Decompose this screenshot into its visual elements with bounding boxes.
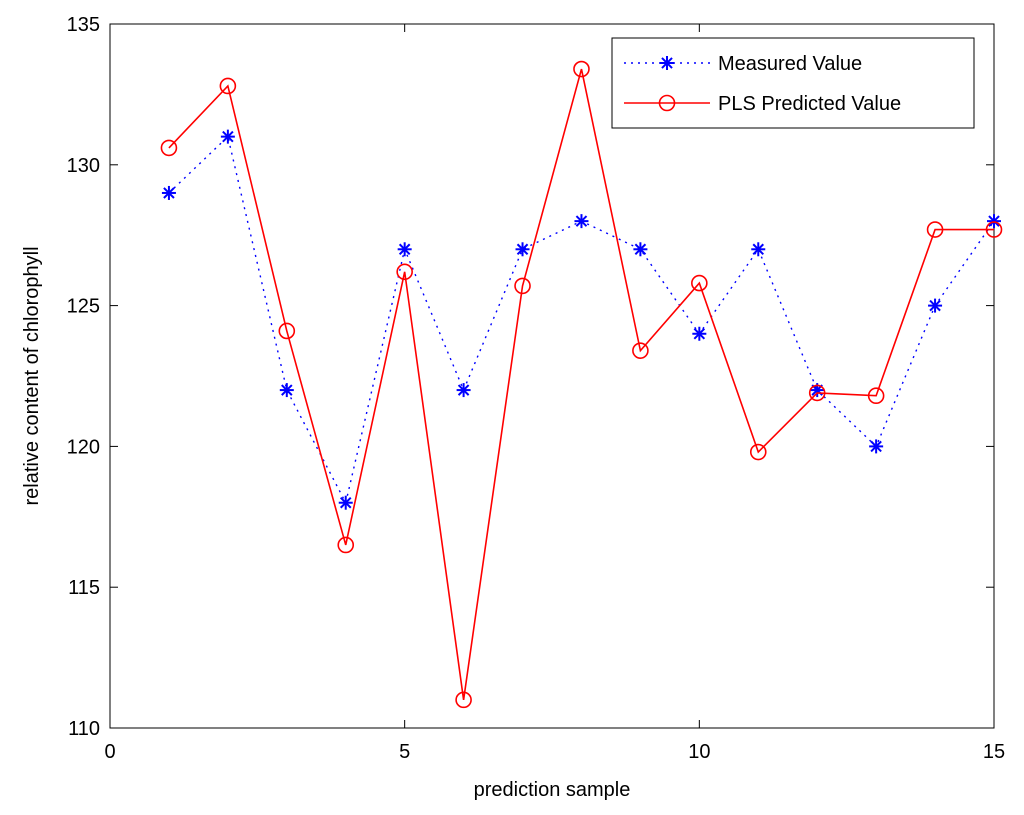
legend-label: PLS Predicted Value xyxy=(718,93,901,115)
x-tick-label: 10 xyxy=(688,741,710,763)
plot-area xyxy=(109,23,995,729)
predicted-point xyxy=(749,443,767,461)
predicted-point xyxy=(396,263,413,281)
measured-point xyxy=(456,383,471,398)
predicted-line xyxy=(168,68,994,700)
x-tick-label: 15 xyxy=(983,741,1005,763)
measured-point xyxy=(869,439,884,454)
predicted-point xyxy=(514,277,531,295)
measured-point xyxy=(692,326,707,341)
legend-label: Measured Value xyxy=(718,53,862,75)
measured-point xyxy=(928,298,943,313)
legend: Measured Value PLS Predicted Value xyxy=(611,37,975,129)
predicted-point xyxy=(219,77,237,95)
measured-point xyxy=(397,242,412,257)
predicted-point xyxy=(808,384,826,402)
series-measured xyxy=(161,129,1001,510)
measured-point xyxy=(574,214,589,229)
measured-point xyxy=(633,242,648,257)
predicted-point xyxy=(985,221,1003,238)
y-tick-label: 110 xyxy=(68,718,100,740)
series-layer xyxy=(160,60,1003,709)
y-tick-label: 135 xyxy=(67,14,100,36)
legend-box xyxy=(611,37,975,129)
predicted-point xyxy=(691,274,708,292)
measured-point xyxy=(161,185,176,200)
measured-point xyxy=(279,383,294,398)
measured-point xyxy=(515,242,530,257)
predicted-point xyxy=(160,139,178,157)
predicted-point xyxy=(867,387,885,405)
predicted-point xyxy=(455,691,472,709)
predicted-point xyxy=(278,322,296,340)
x-tick-label: 0 xyxy=(104,741,115,763)
measured-point xyxy=(751,242,766,257)
predicted-point xyxy=(337,536,355,554)
axis-ticks: 0 5 10 15 110 115 120 125 130 135 xyxy=(67,14,1006,763)
series-predicted xyxy=(160,60,1003,709)
predicted-point xyxy=(632,342,649,359)
x-tick-label: 5 xyxy=(399,741,410,763)
y-axis-label: relative content of chlorophyll xyxy=(21,246,43,505)
y-tick-label: 120 xyxy=(67,436,100,458)
predicted-point xyxy=(573,60,590,78)
x-axis-label: prediction sample xyxy=(474,779,631,801)
legend-marker-asterisk xyxy=(660,56,674,70)
predicted-point xyxy=(926,221,944,238)
y-tick-label: 125 xyxy=(67,296,100,318)
y-tick-label: 130 xyxy=(67,155,100,177)
y-tick-label: 115 xyxy=(68,577,100,599)
legend-marker-circle xyxy=(658,94,676,112)
measured-point xyxy=(987,214,1001,229)
measured-point xyxy=(338,495,353,510)
measured-point xyxy=(220,129,235,144)
